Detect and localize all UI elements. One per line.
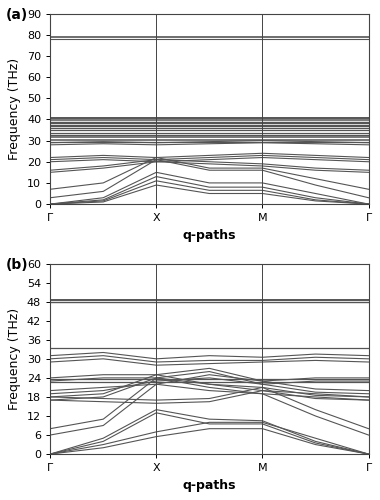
- Text: (a): (a): [6, 8, 28, 22]
- X-axis label: q-paths: q-paths: [183, 478, 236, 492]
- Y-axis label: Frequency (THz): Frequency (THz): [8, 58, 21, 160]
- Text: (b): (b): [6, 258, 28, 272]
- X-axis label: q-paths: q-paths: [183, 228, 236, 241]
- Y-axis label: Frequency (THz): Frequency (THz): [8, 308, 21, 410]
